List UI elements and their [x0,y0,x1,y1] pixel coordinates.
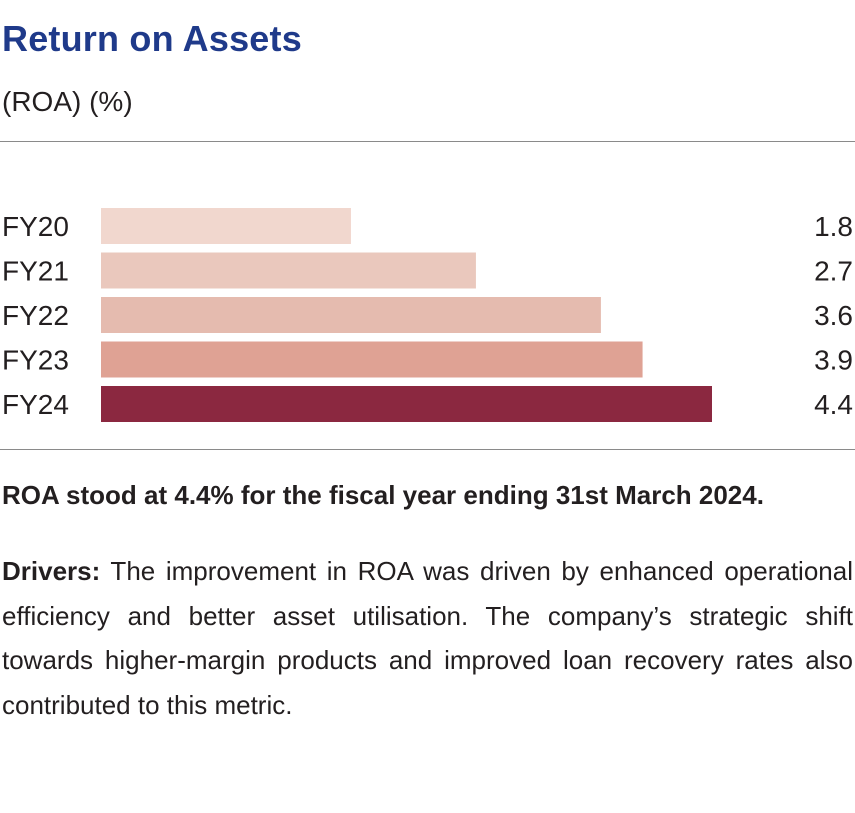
drivers-label: Drivers: [2,556,101,586]
drivers-paragraph: Drivers: The improvement in ROA was driv… [2,549,853,727]
bar-fy21 [101,252,476,289]
chart-title: Return on Assets [2,18,302,59]
top-divider [0,141,855,142]
value-label-fy23: 3.9 [814,345,853,376]
value-label-fy22: 3.6 [814,300,853,331]
roa-bar-chart: FY20 1.8 FY21 2.7 FY22 3.6 FY23 3.9 FY24 4.4 [2,208,853,422]
bar-fy23 [101,341,643,378]
category-label-fy22: FY22 [2,300,69,331]
value-label-fy21: 2.7 [814,256,853,287]
headline-text: ROA stood at 4.4% for the fiscal year en… [2,480,764,510]
value-label-fy20: 1.8 [814,211,853,242]
bar-fy24 [101,386,712,422]
bottom-divider [0,449,855,450]
category-label-fy21: FY21 [2,256,69,287]
bar-fy20 [101,208,351,244]
bar-fy22 [101,297,601,333]
category-label-fy24: FY24 [2,389,69,420]
category-label-fy20: FY20 [2,211,69,242]
chart-subtitle: (ROA) (%) [2,86,133,117]
value-label-fy24: 4.4 [814,389,853,420]
drivers-text: The improvement in ROA was driven by enh… [2,556,853,720]
category-label-fy23: FY23 [2,345,69,376]
